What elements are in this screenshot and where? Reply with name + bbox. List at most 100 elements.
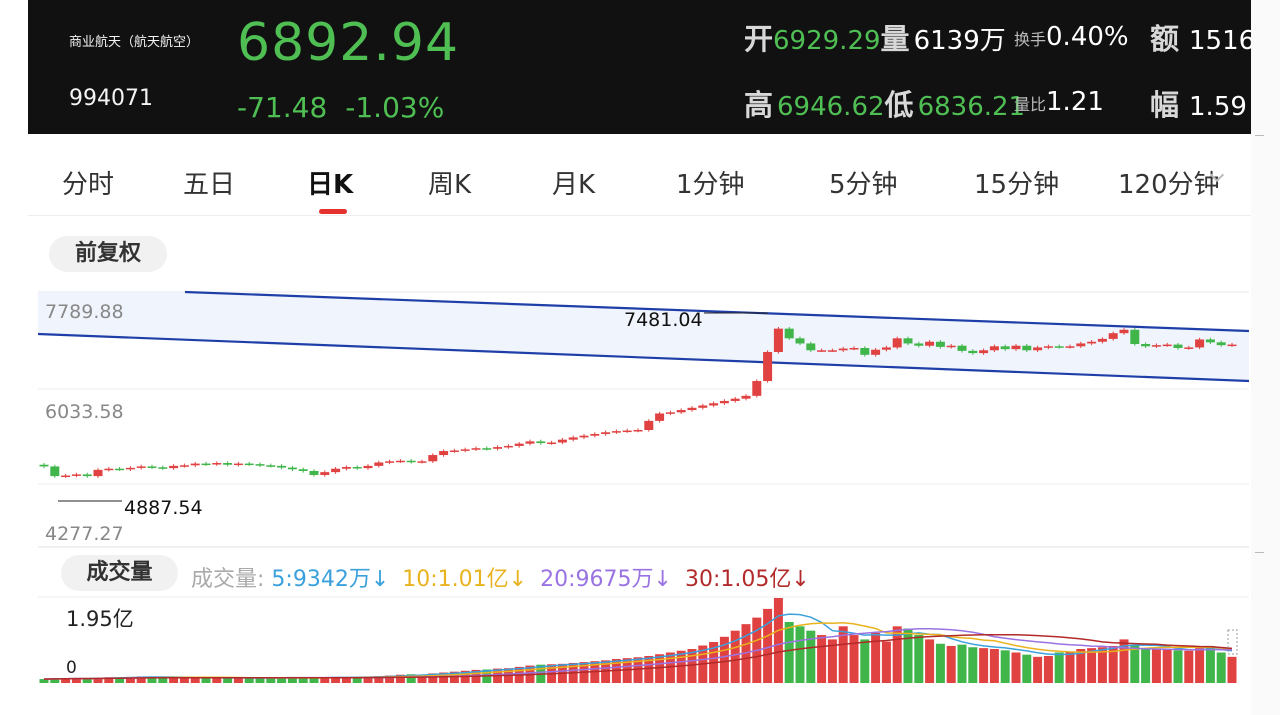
volume-bar	[1022, 654, 1032, 683]
candle-body	[169, 465, 179, 469]
candle-body	[968, 350, 978, 354]
candle-body	[233, 463, 243, 466]
volume-bar	[903, 628, 913, 683]
volume-bar	[201, 677, 211, 683]
candle-body	[1108, 333, 1118, 339]
tab-120min[interactable]: 120分钟	[1118, 170, 1220, 200]
tab-5min[interactable]: 5分钟	[829, 170, 898, 200]
volume-bar	[806, 630, 816, 683]
candle-body	[61, 475, 71, 478]
high-value: 6946.62	[777, 92, 885, 122]
period-tabs: 分时 五日 日K 周K 月K 1分钟 5分钟 15分钟 120分钟	[28, 140, 1251, 216]
candle-body	[1141, 344, 1151, 347]
change-value: -71.48	[237, 91, 328, 124]
volume-bar	[622, 658, 632, 683]
candle-body	[946, 345, 956, 348]
turnover-value: 0.40%	[1046, 22, 1129, 52]
ma10-value: 10:1.01亿	[402, 567, 509, 592]
candle-body	[1033, 347, 1043, 351]
volume-bar	[1033, 656, 1043, 683]
candle-body	[385, 461, 395, 463]
volume-bar	[406, 674, 416, 683]
ma30-arrow: ↓	[791, 567, 810, 592]
candle-body	[611, 431, 621, 433]
candle-body	[147, 466, 157, 468]
candle-body	[277, 465, 287, 468]
candle-body	[1162, 344, 1172, 347]
candle-body	[1227, 344, 1237, 347]
tab-intraday[interactable]: 分时	[62, 170, 115, 200]
candle-body	[1087, 341, 1097, 344]
candle-body	[39, 464, 49, 467]
candle-body	[1216, 342, 1226, 346]
low-label: 低	[884, 88, 914, 122]
candle-body	[244, 463, 254, 466]
candle-body	[125, 467, 135, 470]
tab-monthly-k[interactable]: 月K	[552, 170, 596, 200]
volume-bar	[50, 678, 60, 683]
candle-body	[1195, 339, 1205, 348]
high-annotation: 7481.04	[624, 309, 703, 331]
price-tick-bottom: 4277.27	[45, 523, 124, 545]
candle-body	[730, 398, 740, 401]
candle-body	[547, 442, 557, 445]
candle-body	[255, 464, 265, 466]
candle-body	[1022, 345, 1032, 351]
candle-body	[698, 405, 708, 408]
volume-stats: 成交量: 5:9342万↓ 10:1.01亿↓ 20:9675万↓ 30:1.0…	[191, 561, 810, 593]
volume-bar	[439, 672, 449, 683]
candle-body	[773, 328, 783, 352]
volume-bar	[179, 677, 189, 683]
candle-body	[82, 474, 92, 477]
right-edge	[1251, 0, 1280, 715]
volume-bar	[665, 652, 675, 683]
volume-bar	[233, 677, 243, 683]
tab-1min[interactable]: 1分钟	[676, 170, 745, 200]
volume-bar	[71, 678, 81, 683]
volume-bar	[428, 673, 438, 683]
volume-label: 量	[880, 22, 910, 56]
volume-bar	[957, 644, 967, 683]
volume-max-label: 1.95亿	[66, 607, 134, 631]
volume-bar	[1141, 648, 1151, 683]
adjust-button[interactable]: 前复权	[49, 236, 167, 272]
volume-bar	[1119, 639, 1129, 683]
candle-body	[914, 343, 924, 346]
volume-bar	[341, 676, 351, 683]
volume-bar	[363, 676, 373, 683]
candles	[39, 326, 1237, 478]
amount-stat: 额 1516	[1150, 16, 1251, 58]
candle-body	[935, 341, 945, 347]
price-tick-mid: 6033.58	[45, 401, 124, 423]
tab-weekly-k[interactable]: 周K	[428, 170, 472, 200]
candle-body	[428, 455, 438, 462]
tab-daily-k[interactable]: 日K	[307, 170, 354, 200]
candle-body	[406, 460, 416, 463]
volume-bar	[763, 608, 773, 683]
volume-indicator-button[interactable]: 成交量	[61, 555, 178, 591]
volume-bar	[719, 636, 729, 683]
candle-body	[806, 343, 816, 351]
candle-body	[1076, 343, 1086, 347]
candle-body	[71, 474, 81, 476]
volume-bar	[914, 635, 924, 683]
candle-body	[179, 465, 189, 467]
amplitude-label: 幅	[1150, 88, 1180, 122]
volume-bar	[39, 679, 49, 683]
candle-body	[665, 412, 675, 414]
volume-bar	[1065, 651, 1075, 683]
candle-body	[752, 381, 762, 396]
quote-header: 商业航天（航天航空） 994071 6892.94 -71.48 -1.03% 开…	[28, 0, 1251, 134]
tab-five-day[interactable]: 五日	[183, 170, 236, 200]
volume-bar	[1227, 656, 1237, 683]
low-annotation: 4887.54	[124, 497, 203, 519]
high-low-stat: 高 6946.62低 6836.21	[744, 82, 1025, 124]
candle-body	[136, 466, 146, 468]
volume-bar	[676, 650, 686, 683]
volume-bar	[827, 639, 837, 683]
volume-bar	[212, 677, 222, 683]
tab-15min[interactable]: 15分钟	[974, 170, 1060, 200]
candle-body	[93, 469, 103, 477]
candle-body	[784, 328, 794, 339]
volume-bar	[1011, 652, 1021, 683]
